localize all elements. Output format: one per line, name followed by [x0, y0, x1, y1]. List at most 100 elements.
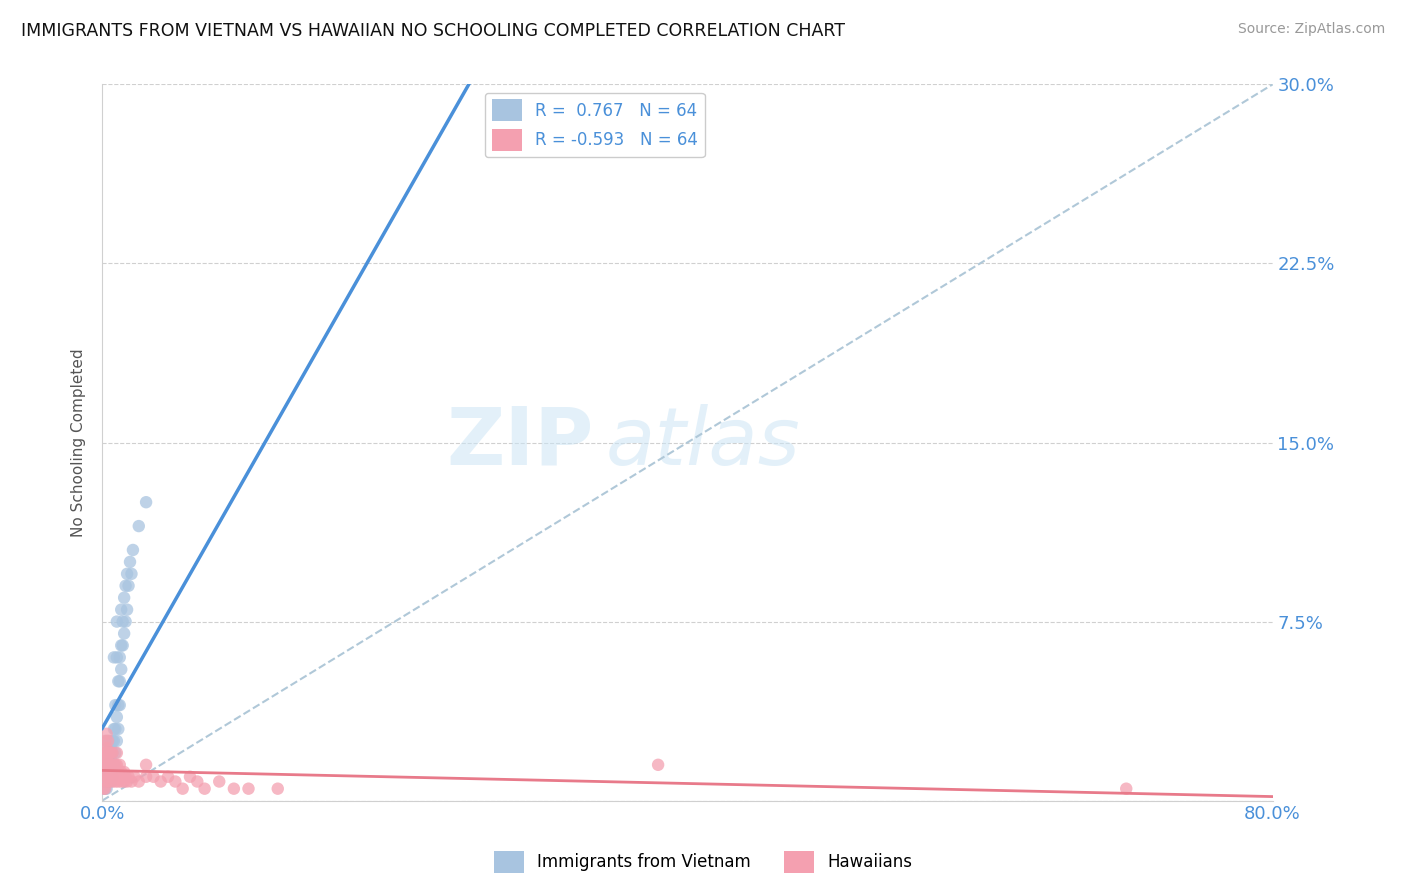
Point — [100, 757, 122, 772]
Point — [103, 770, 125, 784]
Point — [97, 774, 120, 789]
Point — [97, 757, 120, 772]
Legend: R =  0.767   N = 64, R = -0.593   N = 64: R = 0.767 N = 64, R = -0.593 N = 64 — [485, 93, 704, 157]
Point — [112, 774, 135, 789]
Point — [105, 746, 128, 760]
Point — [101, 734, 124, 748]
Point — [98, 757, 121, 772]
Point — [94, 781, 117, 796]
Point — [104, 722, 127, 736]
Text: Source: ZipAtlas.com: Source: ZipAtlas.com — [1237, 22, 1385, 37]
Point — [103, 757, 125, 772]
Point — [93, 781, 115, 796]
Point — [647, 757, 669, 772]
Point — [108, 674, 131, 689]
Point — [135, 495, 157, 509]
Point — [104, 757, 127, 772]
Point — [105, 734, 128, 748]
Point — [101, 770, 124, 784]
Point — [94, 774, 117, 789]
Point — [98, 746, 121, 760]
Point — [121, 566, 143, 581]
Point — [97, 770, 120, 784]
Point — [105, 650, 128, 665]
Point — [128, 519, 150, 533]
Point — [98, 774, 121, 789]
Point — [94, 781, 117, 796]
Point — [105, 770, 128, 784]
Point — [93, 770, 115, 784]
Point — [98, 770, 121, 784]
Point — [165, 774, 187, 789]
Point — [98, 746, 121, 760]
Text: atlas: atlas — [606, 403, 800, 482]
Point — [110, 764, 132, 779]
Point — [100, 746, 122, 760]
Point — [105, 615, 128, 629]
Point — [117, 579, 139, 593]
Point — [104, 698, 127, 713]
Point — [108, 770, 131, 784]
Y-axis label: No Schooling Completed: No Schooling Completed — [72, 348, 86, 537]
Point — [100, 774, 122, 789]
Point — [94, 770, 117, 784]
Point — [135, 770, 157, 784]
Point — [128, 774, 150, 789]
Point — [238, 781, 260, 796]
Point — [101, 757, 124, 772]
Point — [97, 746, 120, 760]
Point — [97, 734, 120, 748]
Point — [97, 741, 120, 756]
Point — [135, 757, 157, 772]
Point — [157, 770, 180, 784]
Legend: Immigrants from Vietnam, Hawaiians: Immigrants from Vietnam, Hawaiians — [486, 845, 920, 880]
Point — [103, 650, 125, 665]
Point — [93, 764, 115, 779]
Point — [110, 774, 132, 789]
Point — [103, 722, 125, 736]
Point — [101, 746, 124, 760]
Point — [107, 774, 129, 789]
Point — [149, 774, 172, 789]
Point — [105, 757, 128, 772]
Point — [115, 566, 138, 581]
Point — [208, 774, 231, 789]
Point — [107, 674, 129, 689]
Point — [96, 734, 118, 748]
Point — [96, 741, 118, 756]
Point — [93, 781, 115, 796]
Point — [100, 741, 122, 756]
Point — [179, 770, 201, 784]
Point — [98, 734, 121, 748]
Point — [108, 698, 131, 713]
Point — [93, 746, 115, 760]
Point — [96, 757, 118, 772]
Point — [115, 774, 138, 789]
Point — [96, 746, 118, 760]
Point — [110, 662, 132, 676]
Point — [122, 543, 145, 558]
Point — [100, 764, 122, 779]
Point — [110, 639, 132, 653]
Point — [100, 770, 122, 784]
Point — [94, 770, 117, 784]
Point — [104, 746, 127, 760]
Point — [108, 757, 131, 772]
Point — [94, 757, 117, 772]
Point — [97, 750, 120, 764]
Point — [93, 757, 115, 772]
Point — [114, 770, 136, 784]
Point — [96, 750, 118, 764]
Point — [115, 602, 138, 616]
Point — [96, 781, 118, 796]
Text: ZIP: ZIP — [447, 403, 593, 482]
Point — [96, 764, 118, 779]
Point — [100, 750, 122, 764]
Point — [105, 710, 128, 724]
Point — [267, 781, 290, 796]
Point — [98, 757, 121, 772]
Point — [96, 770, 118, 784]
Point — [101, 774, 124, 789]
Point — [107, 722, 129, 736]
Text: IMMIGRANTS FROM VIETNAM VS HAWAIIAN NO SCHOOLING COMPLETED CORRELATION CHART: IMMIGRANTS FROM VIETNAM VS HAWAIIAN NO S… — [21, 22, 845, 40]
